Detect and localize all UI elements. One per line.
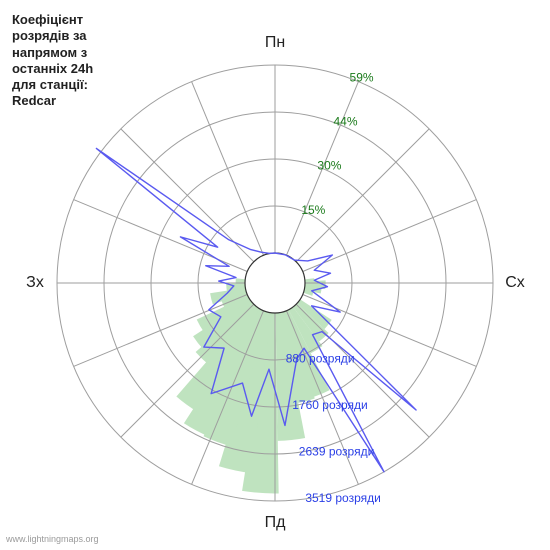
direction-label: Пд xyxy=(265,514,286,532)
chart-title: Коефіцієнт розрядів за напрямом з останн… xyxy=(12,12,93,110)
ring-label: 880 розряди xyxy=(286,351,355,365)
bar-sector xyxy=(236,278,246,285)
direction-label: Пн xyxy=(265,34,285,52)
ring-label: 59% xyxy=(350,70,374,84)
ring-label: 44% xyxy=(333,114,357,128)
center-hole xyxy=(245,253,305,313)
grid-spoke xyxy=(296,129,429,262)
grid-spoke xyxy=(192,82,264,256)
direction-label: Зх xyxy=(26,274,44,292)
grid-layer xyxy=(57,65,493,501)
grid-spoke xyxy=(303,200,477,272)
direction-label: Сх xyxy=(505,274,525,292)
footer-credit: www.lightningmaps.org xyxy=(6,534,99,544)
bars-layer xyxy=(176,278,331,493)
ring-label: 2639 розряди xyxy=(299,445,375,459)
ring-label: 15% xyxy=(301,203,325,217)
ring-label: 3519 розряди xyxy=(305,491,381,505)
ring-label: 30% xyxy=(317,159,341,173)
ring-label: 1760 розряди xyxy=(292,398,368,412)
